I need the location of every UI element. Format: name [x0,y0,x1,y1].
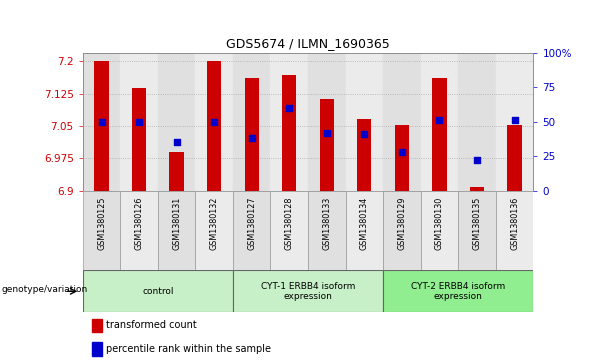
Text: GSM1380130: GSM1380130 [435,197,444,250]
Bar [383,53,421,191]
Bar [270,53,308,191]
Bar [432,78,447,191]
Bar [421,191,458,270]
Point [509,117,519,123]
Bar [92,319,102,332]
Text: GSM1380128: GSM1380128 [285,197,294,250]
Bar [458,53,496,191]
Bar [83,270,233,312]
Bar [158,53,196,191]
Bar [458,191,496,270]
Point [397,149,407,155]
Text: genotype/variation: genotype/variation [2,285,88,294]
Bar [207,61,221,191]
Bar [132,88,147,191]
Bar [383,191,421,270]
Bar [357,119,371,191]
Point [435,117,444,123]
Bar [270,191,308,270]
Bar [308,53,346,191]
Bar [346,53,383,191]
Text: GSM1380131: GSM1380131 [172,197,181,250]
Text: GSM1380125: GSM1380125 [97,197,106,250]
Bar [196,191,233,270]
Bar [470,187,484,191]
Text: control: control [142,287,173,296]
Bar [282,75,297,191]
Title: GDS5674 / ILMN_1690365: GDS5674 / ILMN_1690365 [226,37,390,50]
Text: GSM1380127: GSM1380127 [247,197,256,250]
Bar [196,53,233,191]
Bar [83,191,120,270]
Point [472,157,482,163]
Point [97,119,107,125]
Bar [120,53,158,191]
Bar [169,152,184,191]
Text: GSM1380134: GSM1380134 [360,197,369,250]
Bar [319,99,334,191]
Bar [120,191,158,270]
Bar [346,191,383,270]
Bar [508,125,522,191]
Bar [233,191,270,270]
Bar [158,191,196,270]
Bar [421,53,458,191]
Bar [496,53,533,191]
Bar [233,270,383,312]
Point [359,131,369,137]
Point [172,139,181,145]
Text: CYT-2 ERBB4 isoform
expression: CYT-2 ERBB4 isoform expression [411,282,505,301]
Bar [496,191,533,270]
Text: transformed count: transformed count [106,321,197,330]
Text: GSM1380132: GSM1380132 [210,197,219,250]
Text: percentile rank within the sample: percentile rank within the sample [106,344,271,354]
Bar [83,53,120,191]
Text: GSM1380133: GSM1380133 [322,197,331,250]
Bar [395,125,409,191]
Bar [92,342,102,356]
Bar [245,78,259,191]
Point [134,119,144,125]
Text: CYT-1 ERBB4 isoform
expression: CYT-1 ERBB4 isoform expression [261,282,355,301]
Text: GSM1380126: GSM1380126 [135,197,143,250]
Text: GSM1380129: GSM1380129 [397,197,406,250]
Bar [233,53,270,191]
Point [284,105,294,111]
Text: GSM1380136: GSM1380136 [510,197,519,250]
Text: GSM1380135: GSM1380135 [473,197,481,250]
Point [209,119,219,125]
Point [247,135,257,141]
Bar [383,270,533,312]
Bar [308,191,346,270]
Bar [94,61,109,191]
Point [322,130,332,135]
